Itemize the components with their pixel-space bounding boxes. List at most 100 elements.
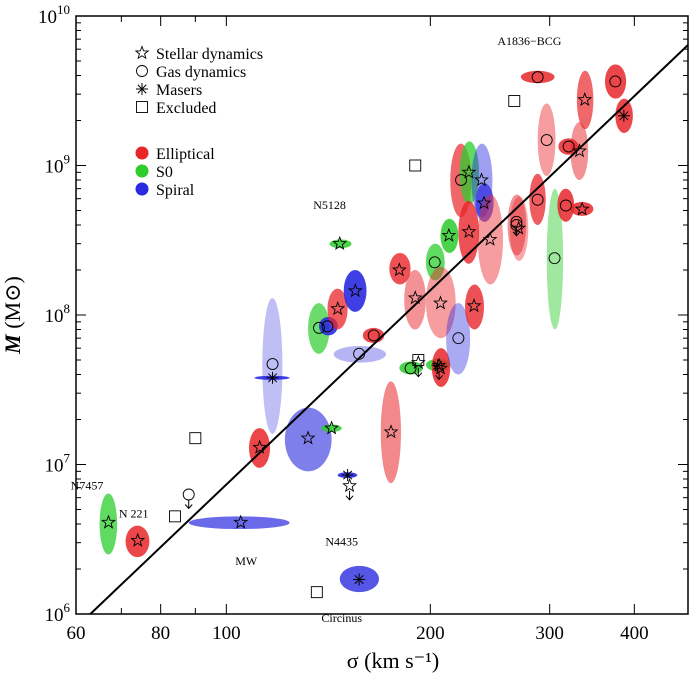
excluded-square-marker bbox=[409, 159, 422, 172]
legend-label: Gas dynamics bbox=[156, 64, 246, 81]
star-marker bbox=[466, 298, 482, 313]
legend-swatch-elliptical bbox=[135, 146, 149, 160]
upper-limit-marker bbox=[182, 488, 195, 510]
x-tick-label: 60 bbox=[67, 623, 86, 644]
error-ellipse-s0 bbox=[546, 188, 564, 330]
tick-labels: 60 80 100 200 300 400 106 107 108 109 1010 bbox=[38, 2, 649, 644]
star-marker bbox=[332, 235, 348, 250]
excluded-square-marker bbox=[169, 510, 181, 523]
legend-label: Stellar dynamics bbox=[156, 46, 263, 63]
y-tick-label: 108 bbox=[45, 301, 71, 327]
error-ellipse-elliptical bbox=[248, 428, 271, 468]
circle-marker bbox=[455, 174, 468, 186]
x-tick-label: 300 bbox=[535, 623, 564, 644]
star-marker bbox=[324, 420, 340, 435]
upper-limit-marker bbox=[510, 215, 523, 237]
x-tick-label: 80 bbox=[151, 623, 170, 644]
annotation-label: A1836−BCG bbox=[497, 34, 561, 48]
circle-marker bbox=[266, 358, 279, 370]
x-tick-label: 400 bbox=[620, 623, 649, 644]
fit-line bbox=[89, 44, 689, 615]
circle-marker bbox=[452, 332, 465, 345]
y-tick-label: 107 bbox=[45, 451, 71, 477]
error-ellipse-s0 bbox=[425, 243, 445, 281]
annotation-label: N5128 bbox=[313, 198, 346, 212]
circle-marker bbox=[540, 134, 553, 146]
circle-marker bbox=[548, 252, 561, 265]
data-markers bbox=[101, 71, 630, 599]
upper-limit-marker bbox=[342, 478, 357, 501]
error-ellipse-s0 bbox=[440, 218, 459, 253]
star-marker bbox=[342, 478, 357, 493]
circle-marker bbox=[367, 329, 380, 342]
star-marker bbox=[330, 301, 346, 316]
upper-limit-arrowhead bbox=[345, 495, 354, 501]
star-marker bbox=[347, 283, 363, 298]
legend-swatch-spiral bbox=[135, 182, 149, 196]
error-ellipse-elliptical bbox=[529, 173, 546, 225]
x-tick-label: 100 bbox=[212, 623, 241, 644]
star-marker bbox=[441, 227, 457, 242]
error-ellipse-spiral bbox=[343, 269, 367, 312]
error-ellipse-spiral bbox=[333, 346, 386, 363]
star-marker bbox=[252, 439, 268, 454]
error-ellipse-s0 bbox=[99, 493, 118, 555]
legend-label: Elliptical bbox=[156, 146, 215, 163]
annotation-label: N7457 bbox=[71, 478, 104, 492]
asterisk-marker bbox=[353, 573, 366, 586]
annotation-label: MW bbox=[235, 554, 258, 568]
circle-marker bbox=[313, 321, 325, 334]
star-marker bbox=[130, 532, 146, 547]
error-ellipse-spiral bbox=[188, 516, 290, 530]
annotation-label: Circinus bbox=[321, 611, 362, 625]
circle-marker bbox=[428, 256, 441, 269]
star-marker bbox=[431, 357, 447, 372]
y-tick-label: 109 bbox=[45, 152, 71, 178]
legend-circle-symbol bbox=[136, 65, 148, 77]
star-marker bbox=[474, 172, 489, 187]
star-marker bbox=[433, 295, 448, 310]
circle-marker bbox=[531, 71, 544, 84]
star-marker bbox=[407, 290, 423, 305]
error-ellipse-elliptical bbox=[557, 188, 575, 222]
star-marker bbox=[511, 220, 527, 235]
error-ellipse-spiral bbox=[446, 303, 471, 375]
error-ellipse-elliptical bbox=[380, 381, 401, 484]
error-ellipse-elliptical bbox=[576, 70, 594, 130]
error-ellipse-elliptical bbox=[431, 348, 451, 387]
error-ellipse-s0 bbox=[459, 141, 480, 205]
y-axis-title: M (M⊙) bbox=[0, 276, 25, 355]
x-axis-title: σ (km s⁻¹) bbox=[347, 648, 439, 673]
star-marker bbox=[461, 164, 477, 179]
star-marker bbox=[574, 201, 590, 216]
error-ellipse-elliptical bbox=[520, 70, 555, 84]
circle-marker bbox=[562, 140, 575, 153]
star-marker bbox=[572, 143, 587, 158]
excluded-square-marker bbox=[508, 95, 521, 107]
error-ellipse-elliptical bbox=[509, 196, 529, 261]
error-ellipse-spiral bbox=[284, 407, 332, 472]
annotation-label: N4435 bbox=[325, 534, 358, 548]
axis-ticks bbox=[75, 15, 688, 615]
legend-star-symbol bbox=[134, 45, 150, 60]
star-marker bbox=[383, 424, 399, 439]
legend-label: Spiral bbox=[156, 182, 195, 199]
star-marker bbox=[233, 514, 249, 529]
star-marker bbox=[461, 224, 477, 239]
error-ellipse-elliptical bbox=[537, 103, 556, 177]
legend-label: Excluded bbox=[156, 100, 216, 117]
circle-marker bbox=[609, 75, 622, 88]
annotation-label: N 221 bbox=[119, 507, 149, 521]
circle-marker bbox=[404, 362, 417, 375]
x-tick-label: 200 bbox=[416, 623, 445, 644]
error-ellipse-elliptical bbox=[604, 64, 627, 99]
star-marker bbox=[101, 514, 116, 529]
error-ellipse-elliptical bbox=[425, 266, 456, 339]
upper-limit-arrowhead bbox=[184, 504, 193, 510]
error-ellipse-spiral bbox=[475, 183, 494, 222]
asterisk-marker bbox=[266, 371, 279, 384]
circle-marker bbox=[559, 199, 572, 212]
star-marker bbox=[577, 92, 593, 107]
